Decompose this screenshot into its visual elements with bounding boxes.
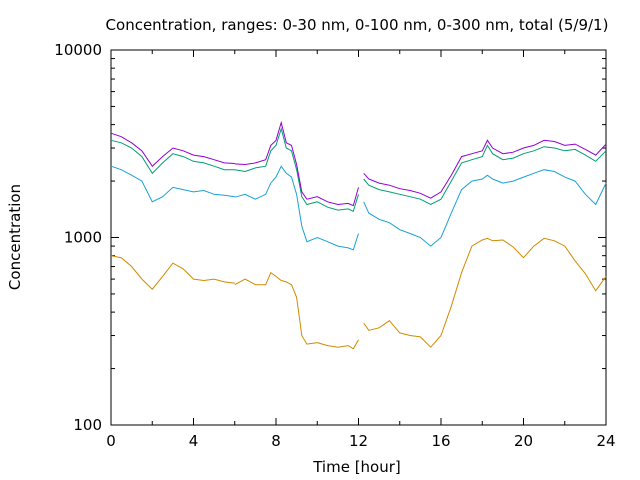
x-tick-label: 20	[514, 432, 533, 450]
series-line-1	[110, 237, 607, 350]
y-tick-label: 1000	[64, 229, 102, 247]
y-tick-label: 10000	[54, 41, 102, 59]
x-tick-label: 16	[431, 432, 450, 450]
series-line-3	[110, 127, 607, 212]
y-tick-label: 100	[73, 416, 102, 434]
x-tick-label: 24	[596, 432, 615, 450]
x-tick-label: 4	[189, 432, 199, 450]
series-layer	[110, 120, 607, 350]
y-axis-label: Concentration	[6, 184, 24, 290]
chart-title: Concentration, ranges: 0-30 nm, 0-100 nm…	[106, 16, 609, 34]
axis-ticks: 0 4 8 12 16 20 24 100 1000 10000	[54, 41, 615, 450]
plot-frame	[110, 49, 607, 426]
series-line-4	[110, 120, 607, 207]
x-tick-label: 12	[349, 432, 368, 450]
x-tick-label: 8	[271, 432, 281, 450]
x-tick-label: 0	[106, 432, 116, 450]
series-line-2	[110, 165, 607, 251]
x-axis-label: Time [hour]	[312, 458, 401, 476]
